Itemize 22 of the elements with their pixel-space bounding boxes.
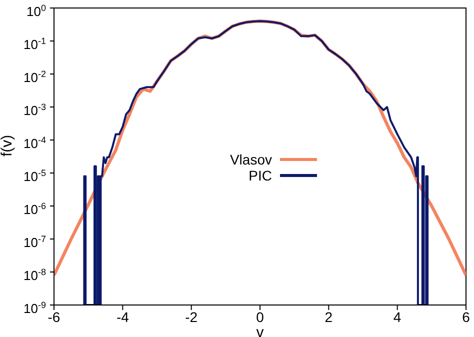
x-tick-label: 6 [462, 308, 470, 325]
y-tick-label: 10$^{-8}$ [24, 267, 46, 283]
y-tick-label: 10$^{-3}$ [24, 102, 46, 118]
y-tick-label: 10$^{-6}$ [24, 201, 46, 217]
y-tick-label: 10$^{-7}$ [24, 234, 46, 250]
y-tick-label: 10$^{0}$ [26, 3, 46, 19]
legend-label: Vlasov [230, 152, 272, 168]
y-tick-label: 10$^{-5}$ [24, 168, 46, 184]
x-axis-title: v [256, 324, 264, 337]
legend-label: PIC [248, 168, 272, 184]
y-tick-label: 10$^{-2}$ [24, 69, 46, 85]
x-tick-label: 2 [324, 308, 333, 325]
x-tick-label: -6 [48, 308, 60, 325]
y-tick-label: 10$^{-1}$ [24, 36, 46, 52]
y-axis-title: f(v) [0, 134, 16, 156]
y-tick-label: 10$^{-9}$ [24, 300, 46, 316]
y-tick-label: 10$^{-4}$ [24, 135, 46, 151]
x-tick-label: 4 [393, 308, 402, 325]
x-tick-label: -2 [185, 308, 198, 325]
line-series [83, 20, 429, 305]
x-tick-label: 0 [256, 308, 264, 325]
x-tick-label: -4 [116, 308, 130, 325]
